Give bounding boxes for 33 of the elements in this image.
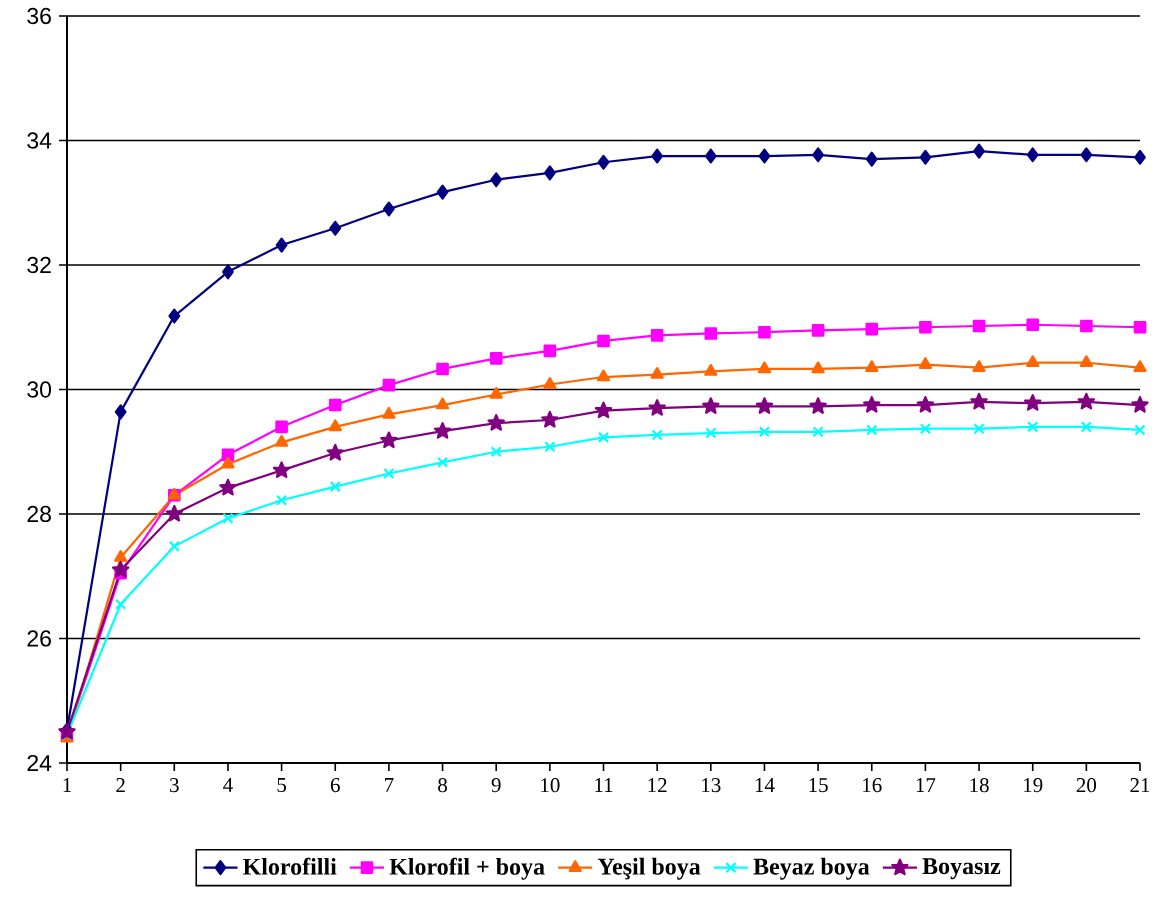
x-tick-label: 4 [223,778,233,792]
x-tick-label: 20 [1076,778,1097,793]
x-tick-label: 2 [116,778,125,792]
x-tick-label: 17 [916,778,936,792]
x-tick-label: 1 [63,778,71,792]
legend-label: Klorofilli [243,857,337,875]
x-tick-label: 14 [755,778,775,792]
x-tick-label: 12 [648,778,667,792]
y-tick-label: 28 [27,505,51,523]
x-tick-label: 8 [438,778,447,793]
x-tick-label: 18 [970,778,989,793]
x-tick-label: 15 [809,778,828,793]
x-tick-label: 3 [170,778,179,793]
x-tick-label: 16 [863,778,882,793]
y-tick-label: 34 [27,132,52,149]
x-tick-label: 10 [541,778,560,793]
x-tick-label: 5 [277,778,287,793]
x-tick-label: 13 [702,778,721,793]
y-tick-label: 36 [27,7,51,25]
x-tick-label: 9 [491,778,501,793]
x-tick-label: 6 [330,778,340,793]
legend-label: Boyasız [922,858,1001,880]
x-tick-label: 11 [595,778,613,792]
y-tick-label: 32 [27,256,51,274]
legend-label: Beyaz boya [753,857,870,880]
y-tick-label: 26 [27,630,51,647]
x-tick-label: 7 [385,778,394,792]
x-tick-label: 21 [1130,778,1150,792]
legend-label: Klorofil + boya [389,857,545,880]
legend-label: Yeşil boya [597,857,701,880]
y-tick-label: 30 [27,381,52,398]
x-tick-label: 19 [1024,778,1043,793]
y-tick-label: 24 [27,754,52,772]
